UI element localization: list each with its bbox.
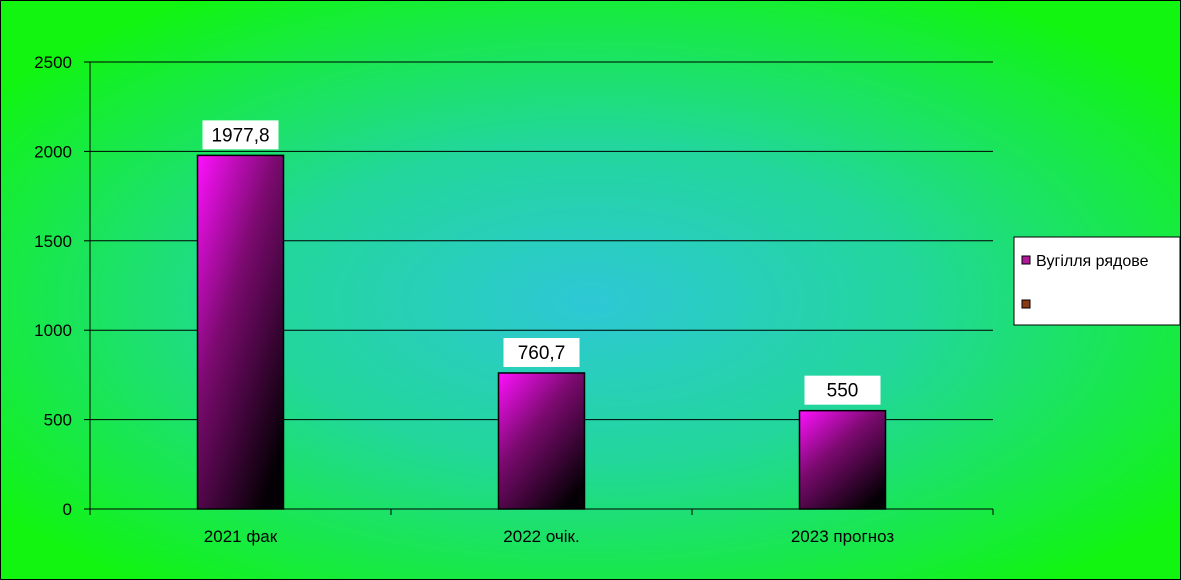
- legend-swatch: [1021, 255, 1031, 265]
- y-tick-label: 500: [44, 411, 72, 430]
- y-tick-label: 2500: [34, 53, 72, 72]
- y-tick-label: 2000: [34, 142, 72, 161]
- data-label-box: [804, 375, 881, 405]
- y-tick-label: 0: [63, 500, 72, 519]
- x-tick-label: 2021 фак: [204, 527, 278, 546]
- legend-swatch: [1021, 299, 1031, 309]
- data-label-box: [202, 120, 279, 150]
- legend-label: Вугілля рядове: [1036, 253, 1149, 270]
- data-label: 550: [827, 381, 859, 402]
- bar: [196, 154, 285, 510]
- y-tick-label: 1500: [34, 232, 72, 251]
- data-label-box: [503, 337, 580, 367]
- x-tick-label: 2022 очік.: [503, 527, 579, 546]
- bar: [798, 409, 887, 510]
- y-tick-label: 1000: [34, 321, 72, 340]
- legend-box: [1013, 236, 1181, 326]
- data-label: 1977,8: [211, 125, 269, 146]
- data-label: 760,7: [518, 343, 566, 364]
- bar: [497, 372, 586, 510]
- x-tick-label: 2023 прогноз: [791, 527, 895, 546]
